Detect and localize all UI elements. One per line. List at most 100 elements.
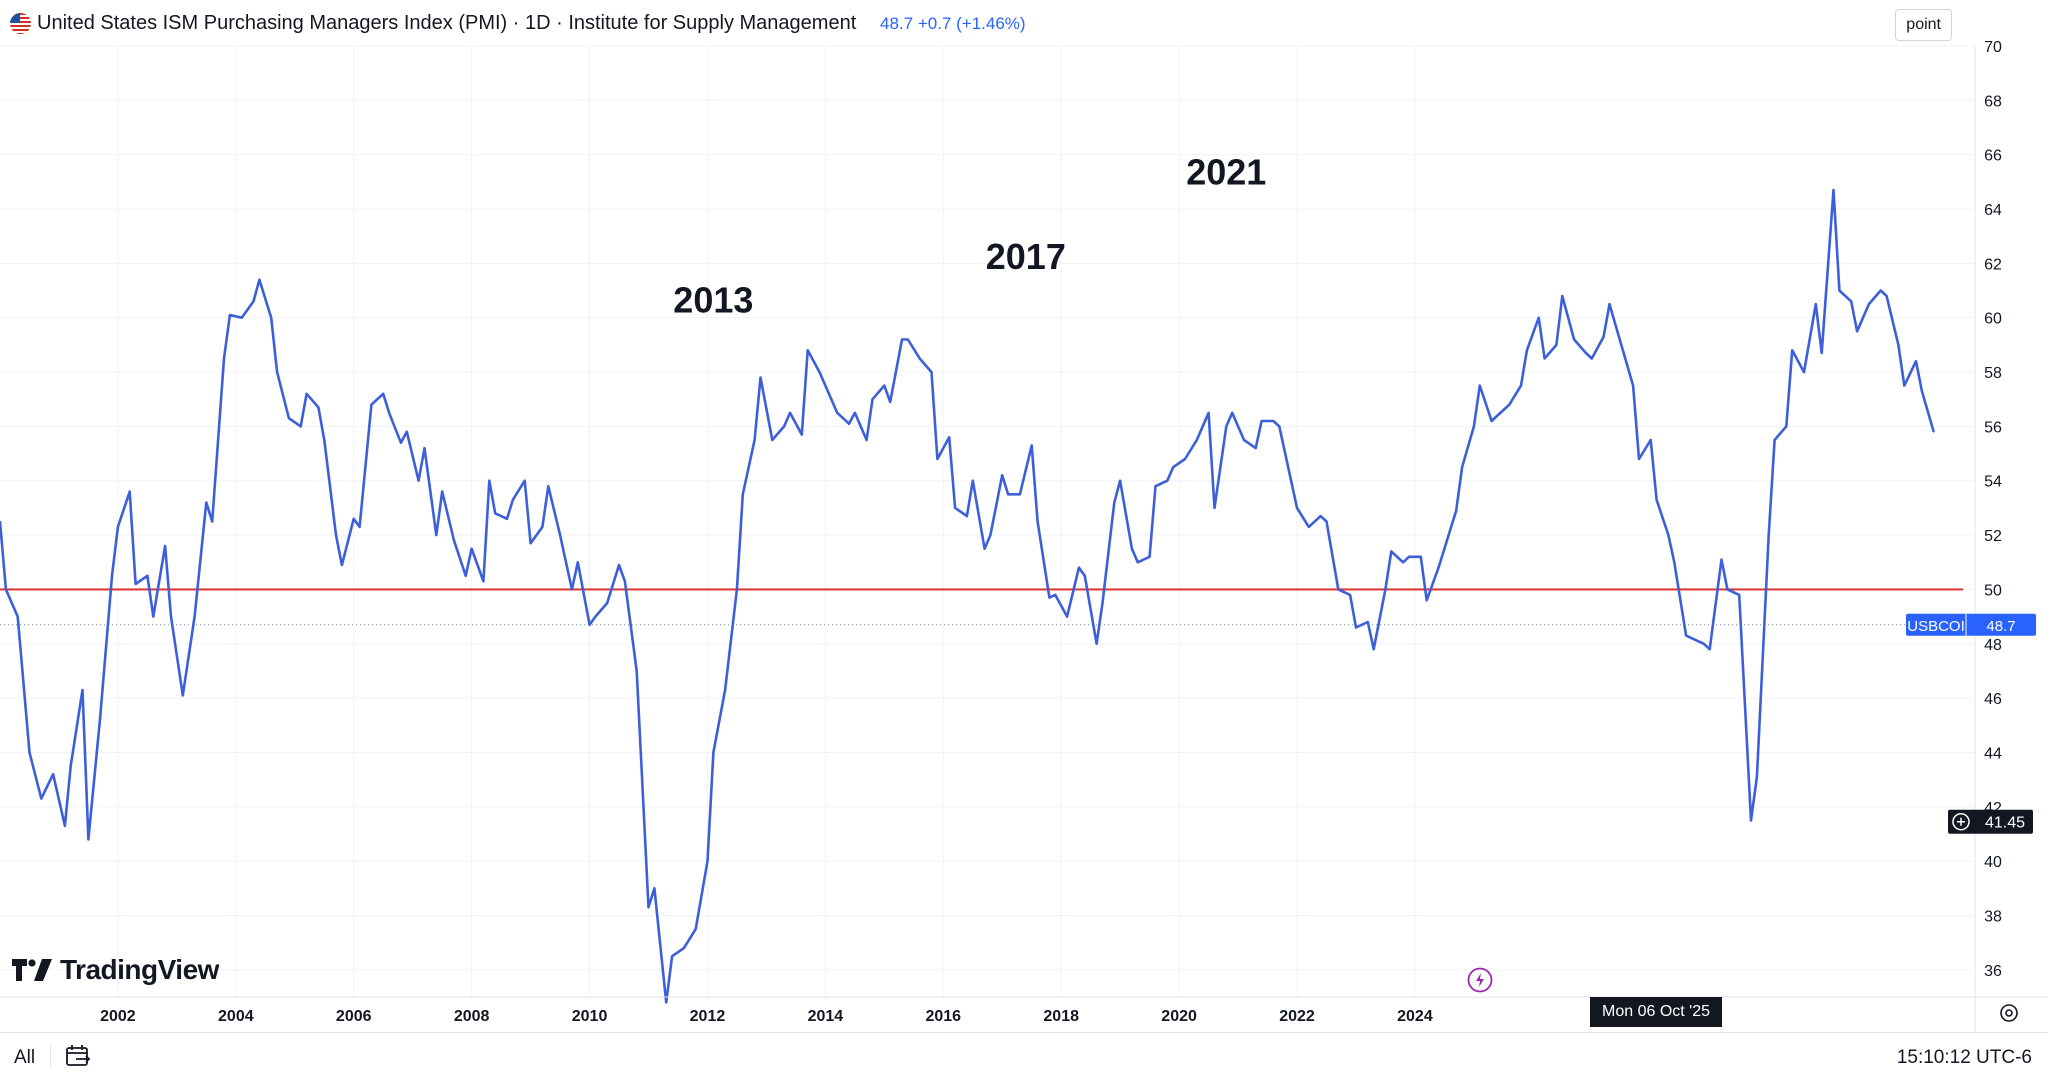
data-point	[966, 515, 968, 517]
data-point	[193, 615, 196, 618]
data-point	[1561, 295, 1564, 297]
clock[interactable]: 15:10:12 UTC-6	[1896, 1047, 2032, 1068]
data-point	[1231, 412, 1233, 414]
data-point	[830, 398, 833, 401]
toolbar-divider	[50, 1045, 51, 1067]
data-point	[352, 518, 355, 520]
data-point	[594, 615, 597, 618]
data-point	[164, 545, 166, 547]
reference-lines	[0, 588, 1975, 626]
data-point	[1750, 819, 1752, 822]
crosshair-tag-bg	[1948, 809, 2033, 834]
data-point	[818, 371, 821, 373]
data-point	[470, 547, 473, 550]
data-point	[81, 689, 84, 691]
data-point	[5, 588, 7, 591]
data-point	[547, 485, 550, 488]
data-point	[1296, 507, 1298, 509]
y-tick-label: 40	[1984, 854, 2002, 871]
settings-icon[interactable]	[1998, 1002, 2020, 1024]
data-point	[1030, 444, 1033, 447]
x-tick-label: 2018	[1043, 1008, 1079, 1025]
data-point	[270, 316, 273, 319]
data-point	[170, 615, 172, 618]
data-point	[1319, 515, 1322, 517]
data-point	[1832, 189, 1835, 191]
data-point	[370, 403, 373, 406]
x-tick-label: 2006	[336, 1008, 372, 1025]
tradingview-logo[interactable]: TradingView	[12, 954, 219, 986]
last-value: 48.7	[880, 14, 914, 33]
price-change: +0.7 (+1.46%)	[917, 14, 1026, 33]
x-tick-label: 2008	[454, 1008, 490, 1025]
y-tick-label: 36	[1984, 963, 2002, 980]
data-point	[40, 797, 43, 800]
data-point	[494, 512, 497, 515]
x-tick-label: 2002	[100, 1008, 136, 1025]
data-point	[683, 947, 685, 949]
data-point	[400, 441, 402, 444]
series-line-USBCOI	[0, 188, 1935, 1004]
data-point	[1608, 303, 1611, 305]
price-tags: USBCOI 48.7 41.45	[1906, 613, 2036, 834]
data-point	[182, 694, 184, 697]
calendar-range-icon[interactable]	[64, 1043, 92, 1069]
data-point	[1095, 643, 1098, 645]
data-point	[1443, 547, 1446, 550]
data-point	[972, 479, 974, 482]
data-point	[1932, 431, 1935, 433]
range-all-button[interactable]: All	[14, 1047, 36, 1068]
data-point	[1148, 556, 1151, 558]
data-point	[1390, 550, 1393, 553]
grid	[0, 45, 1975, 997]
data-point	[1479, 384, 1481, 387]
unit-button[interactable]: point	[1895, 9, 1952, 41]
data-point	[523, 479, 526, 482]
data-point	[1196, 439, 1198, 441]
data-point	[1243, 439, 1245, 441]
data-point	[1903, 384, 1906, 387]
data-point	[1308, 526, 1310, 528]
annotation-2017: 2017	[986, 236, 1066, 277]
data-point	[930, 371, 933, 373]
data-point	[146, 575, 149, 577]
data-point	[1815, 303, 1817, 305]
data-point	[577, 561, 579, 564]
data-point	[1461, 466, 1463, 469]
lightning-icon[interactable]	[1467, 967, 1493, 993]
data-point	[0, 520, 1, 523]
data-point	[1036, 520, 1039, 523]
data-point	[1408, 556, 1410, 558]
data-point	[1708, 648, 1711, 650]
data-point	[252, 300, 255, 303]
us-flag-icon	[10, 13, 31, 34]
data-point	[836, 412, 838, 414]
x-tick-label: 2004	[218, 1008, 254, 1025]
y-tick-label: 60	[1984, 311, 2002, 328]
data-point	[1879, 289, 1882, 292]
x-tick-label: 2012	[690, 1008, 726, 1025]
data-point	[1856, 330, 1858, 333]
x-tick-label: 2020	[1161, 1008, 1197, 1025]
data-point	[1349, 594, 1351, 596]
data-point	[382, 393, 385, 395]
data-point	[665, 1001, 667, 1004]
data-point	[889, 401, 891, 403]
data-point	[1720, 558, 1723, 561]
plus-circle-icon[interactable]	[1952, 812, 1970, 831]
data-point	[1915, 360, 1917, 363]
data-point	[341, 564, 343, 566]
chart-title[interactable]: United States ISM Purchasing Managers In…	[37, 12, 857, 34]
bottom-toolbar: All 15:10:12 UTC-6	[0, 1032, 2048, 1080]
data-point	[1225, 425, 1228, 428]
data-point	[1054, 594, 1057, 596]
data-point	[854, 412, 856, 414]
data-point	[1726, 588, 1729, 591]
data-point	[1337, 588, 1340, 591]
data-point	[423, 447, 426, 449]
data-point	[453, 539, 455, 542]
data-point	[907, 338, 909, 341]
data-point	[1791, 349, 1793, 352]
data-point	[117, 526, 119, 528]
